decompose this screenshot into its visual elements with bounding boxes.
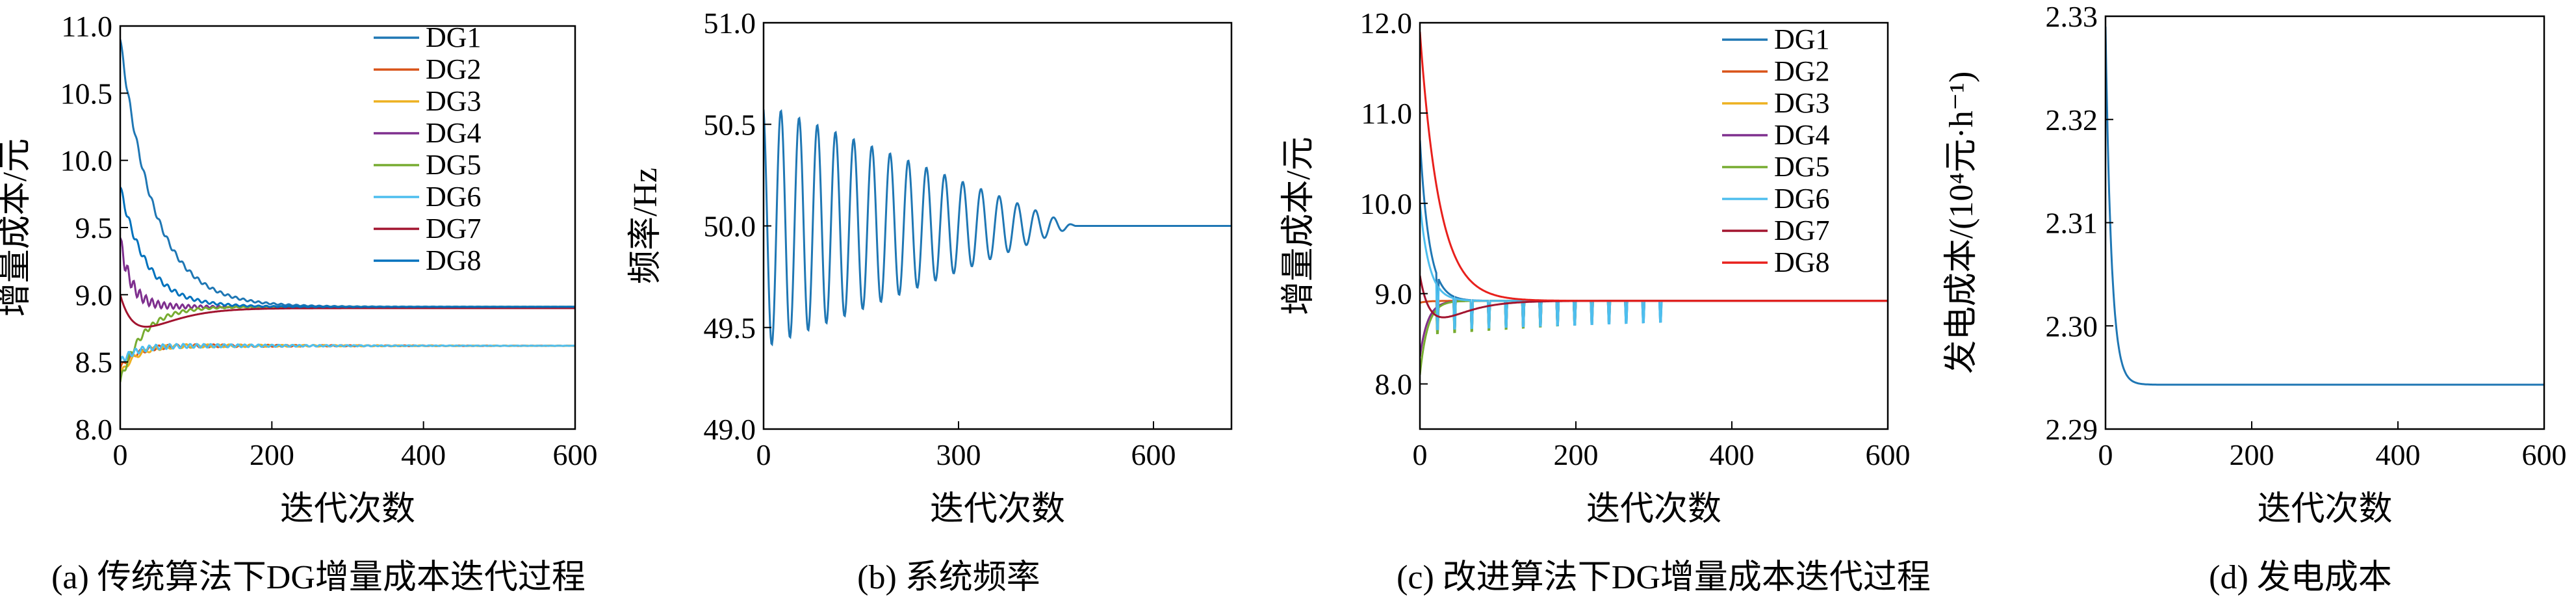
y-tick-label: 8.0	[75, 413, 113, 446]
panel-d-chart: 0 200 400 600 2.29 2.30 2.31 2.32 2.33 迭代次数 发电成本/(…	[1943, 0, 2567, 528]
y-tick-label: 11.0	[61, 10, 112, 43]
legend-label-dg5: DG5	[426, 149, 482, 181]
x-axis-title: 迭代次数	[280, 491, 415, 528]
x-tick-label: 0	[2098, 438, 2113, 471]
y-tick-label: 2.31	[2046, 207, 2098, 240]
series-line-dg3	[120, 343, 575, 376]
y-tick-label: 49.5	[704, 311, 756, 345]
y-axis-title: 频率/Hz	[627, 168, 664, 284]
x-tick-label: 600	[553, 438, 598, 471]
panel-c-chart: 0 200 400 600 8.0 9.0 10.0 11.0 12.0 迭代次数 增量成本/元 DG…	[1280, 7, 1911, 528]
axes-frame	[119, 25, 576, 430]
y-tick-label: 2.32	[2046, 103, 2098, 137]
x-tick-label: 400	[401, 438, 446, 471]
series-line-dg8	[120, 187, 575, 308]
y-tick-label: 2.29	[2046, 413, 2098, 446]
legend-label-dg2: DG2	[426, 53, 482, 85]
y-tick-label: 8.5	[75, 346, 113, 379]
legend-label-dg8: DG8	[426, 244, 482, 276]
series-line-dg1	[120, 39, 575, 308]
x-tick-label: 0	[113, 438, 128, 471]
y-tick-label: 8.0	[1375, 368, 1413, 401]
x-tick-label: 200	[1554, 438, 1599, 471]
legend-label-dg4: DG4	[426, 117, 482, 149]
legend-label-dg4: DG4	[1774, 119, 1830, 151]
caption-d: (d) 发电成本	[2209, 559, 2392, 596]
legend-label-dg7: DG7	[426, 213, 482, 244]
caption-a: (a) 传统算法下DG增量成本迭代过程	[51, 559, 586, 596]
series-line-main	[2106, 26, 2544, 386]
y-tick-label: 12.0	[1360, 7, 1413, 40]
x-tick-label: 200	[2230, 438, 2274, 471]
x-axis-title: 迭代次数	[930, 491, 1065, 528]
y-tick-label: 10.0	[60, 144, 113, 177]
legend-label-dg1: DG1	[1774, 23, 1830, 55]
y-tick-label: 49.0	[704, 413, 756, 446]
x-tick-label: 400	[2376, 438, 2421, 471]
legend-label-dg6: DG6	[1774, 183, 1830, 215]
y-axis-title: 增量成本/元	[1280, 137, 1317, 315]
y-tick-label: 2.33	[2046, 0, 2098, 33]
legend-label-dg8: DG8	[1774, 246, 1830, 278]
y-tick-label: 9.5	[75, 211, 113, 244]
legend-label-dg3: DG3	[426, 85, 482, 117]
series-line-dg8	[1420, 31, 1888, 302]
x-tick-label: 0	[756, 438, 771, 471]
x-tick-label: 200	[250, 438, 294, 471]
y-tick-label: 51.0	[704, 7, 756, 40]
series-line-dg7	[120, 294, 575, 328]
legend-label-dg5: DG5	[1774, 151, 1830, 183]
x-tick-label: 400	[1710, 438, 1755, 471]
x-axis-title: 迭代次数	[2257, 491, 2392, 528]
y-tick-label: 11.0	[1361, 97, 1412, 130]
y-tick-label: 10.5	[60, 77, 113, 110]
x-tick-label: 300	[936, 438, 981, 471]
series-line-main	[764, 109, 1231, 347]
legend-label-dg6: DG6	[426, 181, 482, 213]
series-line-dg2	[120, 343, 575, 369]
legend-label-dg2: DG2	[1774, 55, 1830, 87]
x-tick-label: 600	[2522, 438, 2567, 471]
y-axis-title: 发电成本/(10⁴元·h⁻¹)	[1943, 72, 1980, 374]
caption-b: (b) 系统频率	[857, 559, 1040, 596]
axes-frame	[2104, 15, 2545, 430]
y-tick-label: 9.0	[1375, 278, 1413, 311]
legend-label-dg1: DG1	[426, 21, 482, 53]
caption-c: (c) 改进算法下DG增量成本迭代过程	[1397, 559, 1931, 596]
y-axis-title: 增量成本/元	[0, 138, 34, 317]
y-tick-label: 9.0	[75, 278, 113, 311]
y-tick-label: 2.30	[2046, 309, 2098, 343]
series-line-dg6	[120, 343, 575, 363]
x-tick-label: 0	[1413, 438, 1428, 471]
legend-label-dg3: DG3	[1774, 87, 1830, 119]
axes-frame	[1419, 21, 1889, 430]
y-tick-label: 10.0	[1360, 187, 1413, 220]
panel-b-chart: 0 300 600 49.0 49.5 50.0 50.5 51.0 迭代次数 频率/Hz	[627, 7, 1233, 528]
y-tick-label: 50.0	[704, 210, 756, 243]
legend-label-dg7: DG7	[1774, 215, 1830, 246]
panel-a-chart: 0 200 400 600 8.0 8.5 9.0 9.5 10.0 10.5 11.0 迭代次数 增量…	[0, 10, 598, 528]
x-tick-label: 600	[1131, 438, 1176, 471]
x-tick-label: 600	[1866, 438, 1911, 471]
y-tick-label: 50.5	[704, 108, 756, 141]
x-axis-title: 迭代次数	[1586, 491, 1721, 528]
